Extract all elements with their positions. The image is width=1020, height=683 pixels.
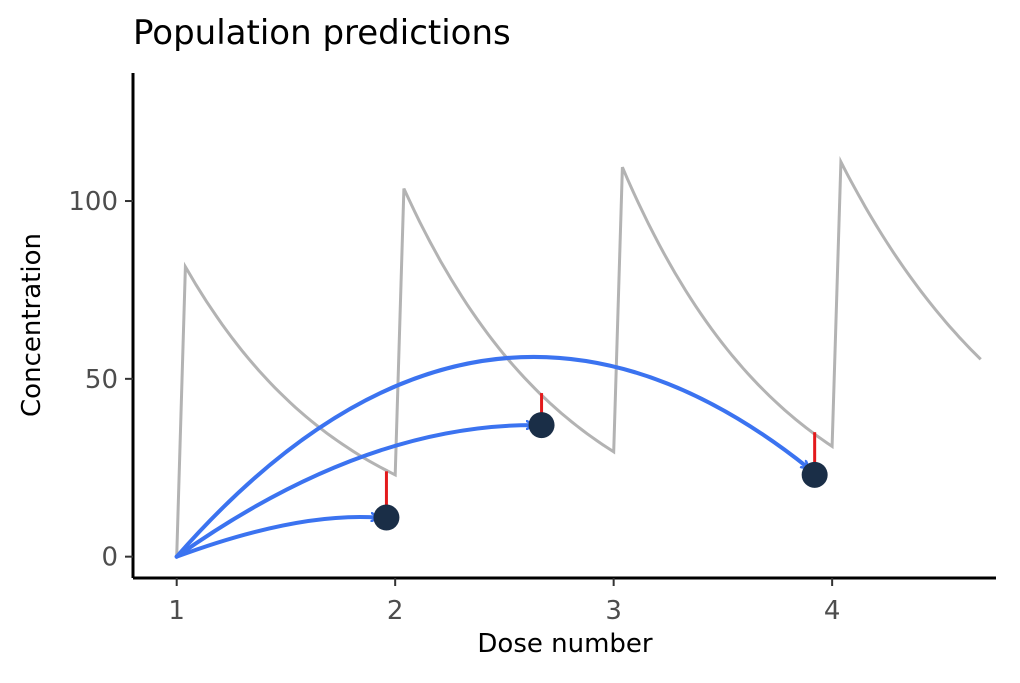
x-tick-label-2: 2 [387,596,404,626]
prediction-arrow-1 [174,517,378,559]
x-axis-title: Dose number [477,629,653,659]
y-tick-label-100: 100 [68,187,118,217]
chart-title: Population predictions [133,13,511,53]
plot-area [174,156,982,559]
prediction-curve-line [175,156,982,557]
y-tick-label-50: 50 [85,365,118,395]
x-tick-label-1: 1 [168,596,185,626]
prediction-arrow-2 [174,425,533,559]
prediction-arrow-3 [174,355,808,559]
observation-point-2 [528,412,555,439]
observation-point-3 [801,461,828,488]
y-axis-title: Concentration [17,233,47,417]
x-tick-label-4: 4 [824,596,841,626]
axes: 1 2 3 4 0 50 100 [68,73,996,626]
y-tick-label-0: 0 [101,543,118,573]
x-tick-label-3: 3 [605,596,622,626]
observation-point-1 [373,504,400,531]
